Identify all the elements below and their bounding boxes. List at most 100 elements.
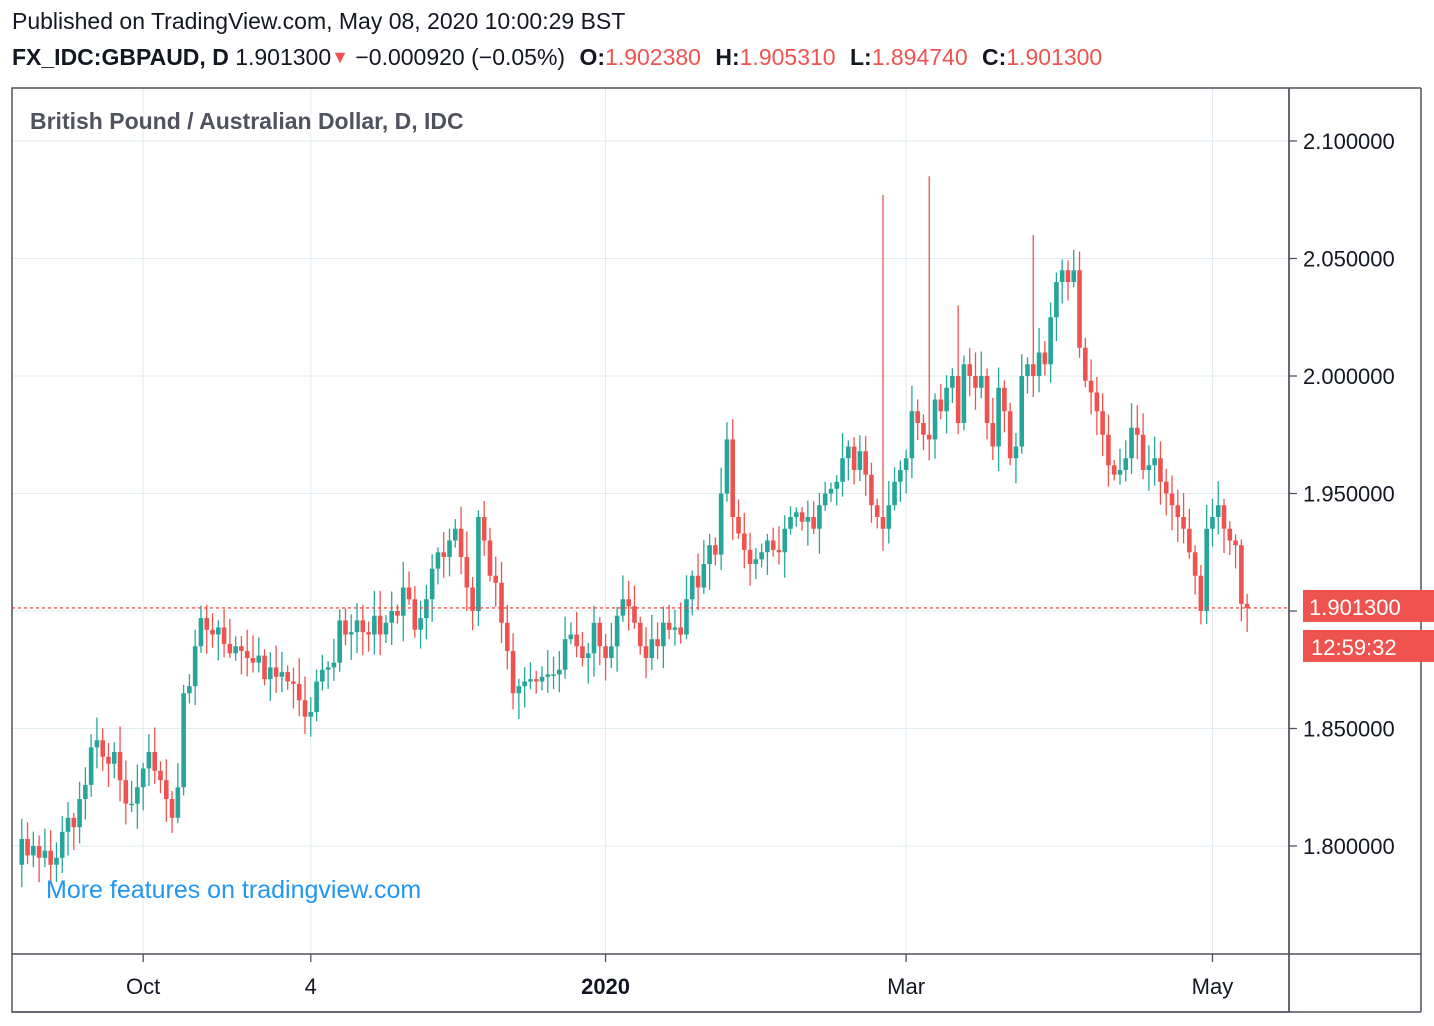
triangle-down-icon: ▼ [331, 47, 349, 67]
last-price-label: 1.901300 [1309, 595, 1401, 620]
candle-down [412, 586, 418, 638]
candle-body [279, 672, 285, 677]
candle-up [94, 717, 100, 769]
candle-up [187, 674, 192, 704]
candle-body [1094, 392, 1100, 412]
candle-body [1123, 458, 1129, 470]
candle-body [395, 611, 400, 616]
candle-down [869, 462, 874, 523]
candle-body [626, 599, 631, 607]
candle-up [447, 528, 452, 577]
candle-down [221, 609, 227, 658]
candle-body [1181, 517, 1186, 529]
candle-up [320, 654, 325, 691]
candle-body [152, 752, 158, 771]
candle-down [1088, 359, 1094, 415]
more-features-link[interactable]: More features on tradingview.com [46, 876, 421, 904]
last-price: 1.901300 [235, 44, 332, 70]
chart-title: British Pound / Australian Dollar, D, ID… [30, 108, 464, 134]
candle-body [846, 446, 851, 459]
candle-body [863, 451, 868, 475]
candle-up [822, 481, 828, 511]
candle-body [1088, 380, 1094, 393]
candle-up [331, 638, 337, 681]
price-change: −0.000920 (−0.05%) [355, 44, 566, 70]
candle-body [718, 493, 724, 555]
candle-down [776, 526, 782, 565]
candle-down [1111, 460, 1117, 481]
candle-down [458, 506, 464, 575]
candle-down [880, 195, 886, 551]
candle-down [239, 636, 244, 675]
candle-down [1181, 493, 1186, 544]
open-value: 1.902380 [605, 44, 701, 70]
candle-down [874, 498, 880, 529]
candle-body [580, 646, 585, 658]
candle-body [828, 488, 834, 494]
candle-body [689, 575, 695, 600]
candle-up [418, 600, 423, 649]
candle-down [1106, 414, 1111, 487]
candle-body [551, 674, 556, 676]
low-key: L: [849, 44, 872, 70]
candle-body [19, 838, 25, 865]
candle-up [932, 393, 938, 459]
candle-down [1007, 402, 1013, 466]
candle-up [1117, 448, 1123, 485]
candle-up [54, 842, 59, 882]
candle-up [817, 492, 822, 554]
candle-body [1030, 364, 1036, 376]
candle-body [1071, 270, 1077, 282]
candle-body [296, 683, 302, 701]
candle-body [100, 740, 105, 757]
candle-body [458, 528, 464, 557]
candle-body [811, 517, 816, 529]
candle-down [1239, 539, 1244, 622]
candle-down [227, 618, 233, 659]
candle-up [834, 475, 840, 506]
candle-body [978, 376, 984, 388]
candle-body [591, 622, 597, 654]
candle-up [909, 385, 915, 479]
candle-body [470, 587, 475, 611]
candle-up [724, 422, 730, 502]
candle-body [1106, 434, 1111, 466]
candle-down [1198, 565, 1204, 625]
candle-up [308, 697, 314, 737]
candle-body [1135, 427, 1140, 435]
candle-up [1215, 481, 1221, 535]
candle-down [71, 812, 77, 851]
candle-down [597, 617, 603, 666]
candle-body [707, 545, 712, 564]
candle-up [65, 802, 71, 856]
candle-body [840, 458, 845, 482]
candle-body [1002, 387, 1007, 412]
high-value: 1.905310 [739, 44, 836, 70]
candle-body [48, 850, 53, 865]
candle-up [562, 616, 568, 679]
candle-body [487, 540, 493, 576]
candle-body [1013, 446, 1019, 459]
candle-body [163, 780, 169, 799]
candle-up [840, 433, 845, 497]
candle-up [181, 684, 186, 796]
candles [12, 176, 1289, 888]
candle-down [1100, 393, 1105, 457]
candle-up [886, 481, 892, 544]
candle-body [915, 411, 920, 423]
candle-body [1100, 411, 1105, 435]
candle-down [1221, 498, 1227, 553]
candle-up [551, 656, 556, 690]
candle-up [424, 585, 429, 640]
candle-body [776, 549, 782, 553]
candle-body [77, 799, 82, 828]
candle-body [1187, 528, 1192, 553]
candle-body [25, 838, 30, 856]
candle-body [418, 618, 423, 630]
candle-down [152, 727, 158, 784]
x-tick-label: 4 [305, 974, 317, 999]
candle-up [1025, 357, 1030, 394]
candle-down [250, 635, 256, 673]
candle-body [216, 627, 221, 635]
